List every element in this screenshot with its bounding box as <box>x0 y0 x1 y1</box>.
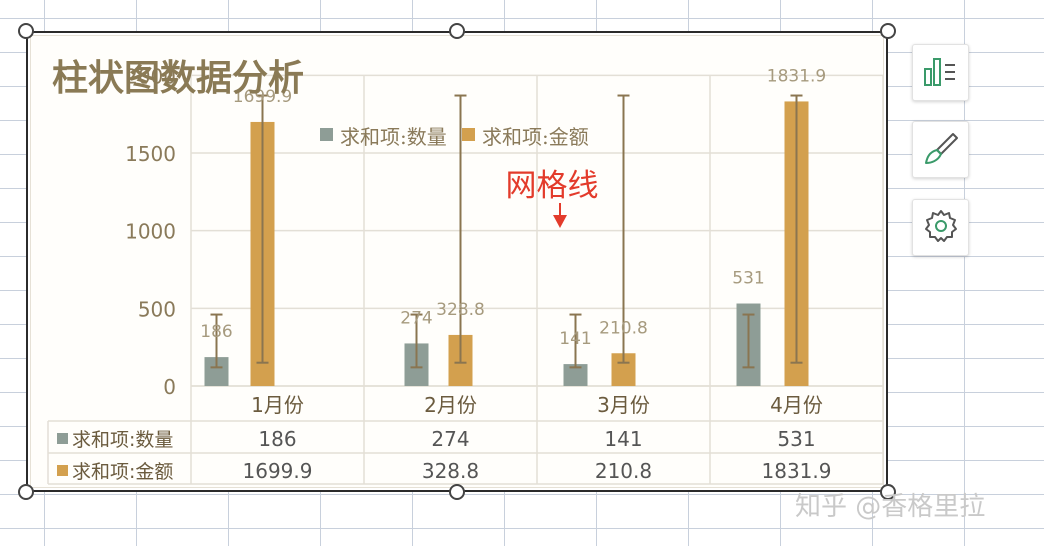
category-label-4: 4月份 <box>770 393 823 417</box>
data-label-1-3: 141 <box>559 329 591 349</box>
chart-style-icon <box>923 130 959 170</box>
data-table-cell-1-3: 141 <box>604 427 642 451</box>
data-label-2-4: 1831.9 <box>767 66 826 86</box>
chart-settings-icon <box>923 208 959 248</box>
data-label-2-2: 328.8 <box>436 300 485 320</box>
data-table-cell-2-4: 1831.9 <box>762 459 832 483</box>
resize-handle-bottom-center[interactable] <box>449 484 465 500</box>
resize-handle-bottom-right[interactable] <box>880 484 896 500</box>
data-table-key-2 <box>57 465 68 476</box>
chart-style-button[interactable] <box>912 121 969 178</box>
y-tick-label-3: 1500 <box>125 142 176 166</box>
y-tick-label-4: 2000 <box>125 64 176 88</box>
data-table-cell-1-1: 186 <box>258 427 296 451</box>
chart-area[interactable] <box>30 35 884 488</box>
resize-handle-top-center[interactable] <box>449 23 465 39</box>
watermark: 知乎 @香格里拉 <box>795 492 986 522</box>
chart-title: 柱状图数据分析 <box>52 57 304 99</box>
category-label-1: 1月份 <box>251 393 304 417</box>
data-table-series-label-1: 求和项:数量 <box>72 429 173 451</box>
data-label-1-1: 186 <box>200 322 232 342</box>
chart-elements-button[interactable] <box>912 44 969 101</box>
legend-swatch-2 <box>462 128 475 141</box>
y-tick-label-2: 1000 <box>125 220 176 244</box>
data-table-cell-1-4: 531 <box>777 427 815 451</box>
y-tick-label-1: 500 <box>138 297 176 321</box>
annotation-label: 网格线 <box>506 168 599 204</box>
data-label-1-2: 274 <box>400 308 432 328</box>
resize-handle-top-right[interactable] <box>880 23 896 39</box>
annotation-arrow-head <box>553 215 567 228</box>
y-tick-label-0: 0 <box>163 375 176 399</box>
category-label-2: 2月份 <box>424 393 477 417</box>
data-label-2-1: 1699.9 <box>233 87 292 107</box>
chart-elements-icon <box>923 55 959 91</box>
bar-1-3 <box>563 364 588 386</box>
data-label-1-4: 531 <box>732 269 764 289</box>
data-table-cell-1-2: 274 <box>431 427 469 451</box>
data-table-cell-2-3: 210.8 <box>595 459 652 483</box>
legend-label-1: 求和项:数量 <box>340 125 447 149</box>
chart-settings-button[interactable] <box>912 199 969 256</box>
data-label-2-3: 210.8 <box>599 318 648 338</box>
data-table-key-1 <box>57 433 68 444</box>
resize-handle-bottom-left[interactable] <box>18 484 34 500</box>
category-label-3: 3月份 <box>597 393 650 417</box>
legend-label-2: 求和项:金额 <box>482 125 589 149</box>
legend-swatch-1 <box>320 128 333 141</box>
resize-handle-top-left[interactable] <box>18 23 34 39</box>
data-table-cell-2-2: 328.8 <box>422 459 479 483</box>
data-table-series-label-2: 求和项:金额 <box>72 461 173 483</box>
data-table-cell-2-1: 1699.9 <box>243 459 313 483</box>
